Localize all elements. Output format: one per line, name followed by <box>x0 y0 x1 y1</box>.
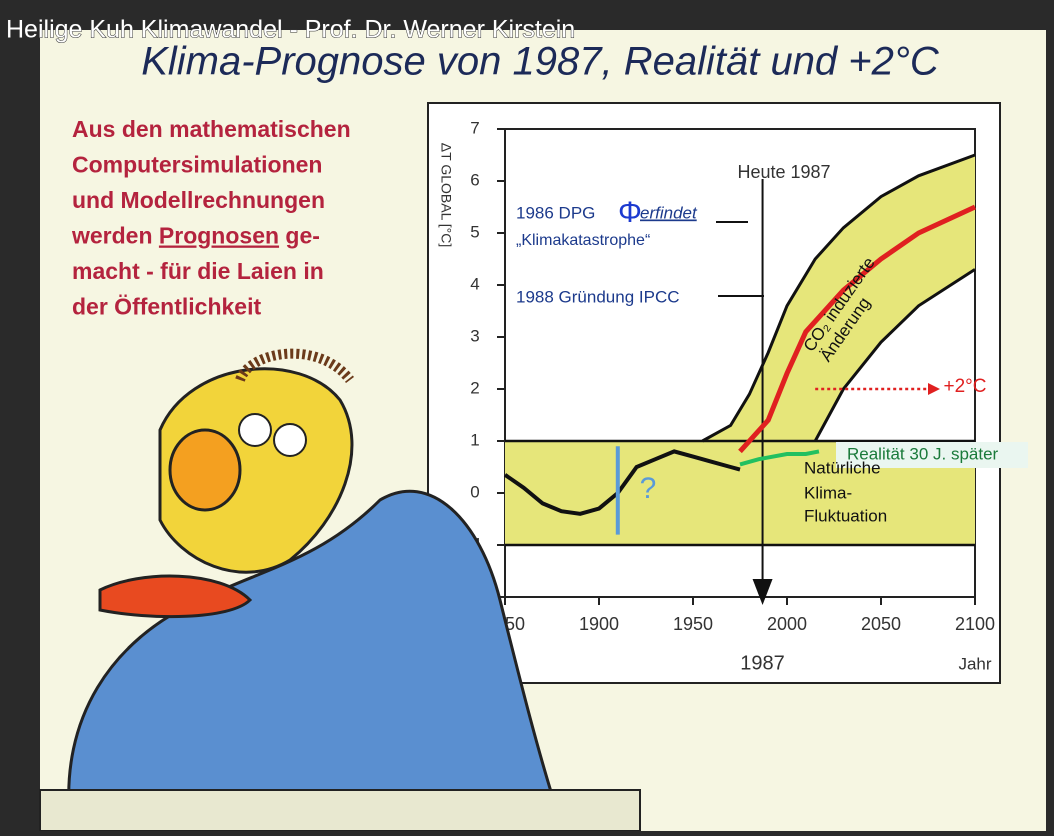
slide-text-line: werden Prognosen ge- <box>71 223 320 249</box>
y-tick-label: 5 <box>470 222 479 241</box>
x-tick-label: 2000 <box>767 614 807 634</box>
y-tick-label: 0 <box>470 482 479 501</box>
y-tick-label: 2 <box>470 378 479 397</box>
today-axis-label: 1987 <box>740 652 785 674</box>
annotation: erfindet <box>640 203 698 222</box>
co2-band-edge <box>813 268 976 442</box>
x-tick-label: 1950 <box>673 614 713 634</box>
x-tick-label: 2050 <box>861 614 901 634</box>
co2-band-edge <box>701 153 976 443</box>
y-axis-label: ΔT GLOBAL [°C] <box>438 143 454 247</box>
y-tick-label: 3 <box>470 326 479 345</box>
slide-text-line: Aus den mathematischen <box>72 116 351 142</box>
slide-text-line: und Modellrechnungen <box>72 187 325 213</box>
annotation: Klima- <box>804 483 852 502</box>
slide-text-part: Aus den mathematischen <box>72 116 351 142</box>
slide-text-line: Computersimulationen <box>72 152 322 178</box>
x-tick-label: 1900 <box>579 614 619 634</box>
annotation: Φ <box>618 196 642 229</box>
annotation-box <box>836 442 1028 468</box>
annotation: Realität 30 J. später <box>847 444 999 463</box>
slide-text: Aus den mathematischen Computersimulation… <box>71 116 351 320</box>
slide-text-part: ge- <box>279 223 320 249</box>
slide-title: Klima-Prognose von 1987, Realität und +2… <box>141 40 940 84</box>
slide-text-part: Prognosen <box>159 223 279 249</box>
two-degree-arrowhead <box>928 383 940 395</box>
annotation: „Klimakatastrophe“ <box>516 232 650 249</box>
x-axis-label: Jahr <box>958 654 991 673</box>
annotation: Fluktuation <box>804 506 887 525</box>
cartoon <box>39 348 641 832</box>
chart: -2-101234567185019001950200020502100Jahr… <box>438 118 1028 674</box>
slide-text-part: und Modellrechnungen <box>72 187 325 213</box>
annotation: Natürliche <box>804 458 881 477</box>
y-tick-label: 6 <box>470 170 479 189</box>
annotation: 1988 Gründung IPCC <box>516 287 680 306</box>
today-label: Heute 1987 <box>737 162 830 182</box>
annotation: 1986 DPG <box>516 203 595 222</box>
series-line <box>503 449 741 516</box>
y-tick-label: 4 <box>470 274 479 293</box>
series-line <box>739 449 820 467</box>
y-tick-label: 7 <box>470 118 479 137</box>
slide-text-part: der Öffentlichkeit <box>72 294 261 320</box>
slide-text-part: Computersimulationen <box>72 152 322 178</box>
slide-text-part: werden <box>71 223 159 249</box>
annotation: ? <box>640 472 657 505</box>
video-title: Heilige Kuh Klimawandel - Prof. Dr. Wern… <box>6 16 575 44</box>
slide-text-line: macht - für die Laien in <box>72 258 324 284</box>
slide-text-part: macht - für die Laien in <box>72 258 324 284</box>
y-tick-label: 1 <box>470 430 479 449</box>
today-arrow <box>752 579 773 605</box>
slide-text-line: der Öffentlichkeit <box>72 294 261 320</box>
annotation: +2°C <box>944 376 987 397</box>
series-line <box>738 204 977 454</box>
x-tick-label: 2100 <box>955 614 995 634</box>
